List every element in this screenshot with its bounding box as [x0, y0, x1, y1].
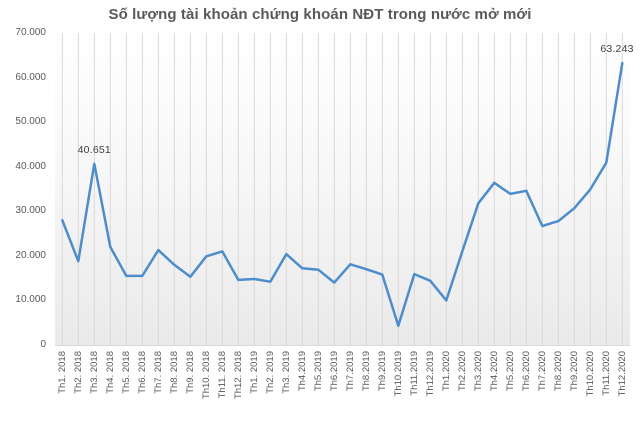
- x-axis-tick-label: Th1. 2019: [248, 351, 260, 394]
- y-axis-tick-label: 70.000: [15, 27, 46, 38]
- y-axis-tick-label: 10.000: [15, 294, 46, 306]
- y-axis-tick-label: 50.000: [15, 116, 46, 128]
- x-axis-tick-label: Th4.2019: [296, 351, 308, 392]
- x-axis-tick-label: Th7.2020: [536, 351, 548, 392]
- data-series-group: [61, 61, 624, 328]
- y-axis-tick-label: 40.000: [15, 160, 46, 172]
- x-axis-tick-label: Th8. 2018: [168, 351, 180, 394]
- y-axis-tick-label: 60.000: [15, 71, 46, 83]
- x-axis-tick-label: Th7.2019: [344, 351, 356, 392]
- x-axis-tick-label: Th1.2020: [440, 351, 452, 392]
- x-axis-tick-label: Th12.2020: [616, 351, 628, 397]
- x-axis-tick-label: Th12.2019: [424, 351, 436, 397]
- x-axis-tick-label: Th5.2020: [504, 351, 516, 392]
- x-axis-tick-label: Th11.2019: [408, 351, 420, 396]
- data-series-line: [61, 61, 624, 328]
- x-axis-tick-label: Th6.2020: [520, 351, 532, 392]
- x-axis-tick-label: Th2.2020: [456, 351, 468, 392]
- plot-area: [55, 33, 630, 346]
- x-axis-tick-label: Th5. 2018: [120, 351, 132, 394]
- x-axis-tick-label: Th1. 2018: [56, 351, 68, 394]
- x-axis-tick-label: Th11.2020: [600, 351, 612, 396]
- x-axis-tick-label: Th8.2019: [360, 351, 372, 392]
- x-axis-tick-label: Th8.2020: [552, 351, 564, 392]
- y-axis-tick-label: 30.000: [15, 205, 46, 217]
- chart-title: Số lượng tài khoản chứng khoán NĐT trong…: [108, 6, 532, 23]
- x-axis-tick-label: Th9.2019: [376, 351, 388, 392]
- x-axis-tick-label: Th10.2019: [392, 351, 404, 397]
- x-axis-tick-label: Th9. 2018: [184, 351, 196, 394]
- x-axis-tick-label: Th7. 2018: [152, 351, 164, 394]
- x-axis-tick-label: Th10.2020: [584, 351, 596, 397]
- data-label: 40.651: [77, 143, 111, 156]
- x-axis-tick-label: Th11. 2018: [216, 351, 228, 399]
- gridlines-group: [61, 33, 623, 345]
- x-axis-tick-label: Th5.2019: [312, 351, 324, 392]
- y-axis-tick-label: 20.000: [15, 249, 46, 261]
- x-axis-tick-label: Th6.2019: [328, 351, 340, 392]
- x-axis-tick-label: Th3. 2018: [88, 351, 100, 394]
- x-axis-tick-label: Th2. 2018: [72, 351, 84, 394]
- x-axis-tick-label: Th3. 2019: [280, 351, 292, 394]
- data-label: 63.243: [600, 43, 634, 56]
- x-axis-tick-label: Th6. 2018: [136, 351, 148, 394]
- y-axis-tick-label: 0: [40, 339, 46, 350]
- x-axis-tick-label: Th4.2020: [488, 351, 500, 392]
- x-axis-tick-label: Th3.2020: [472, 351, 484, 392]
- x-axis-tick-label: Th10. 2018: [200, 351, 212, 400]
- x-axis-tick-label: Th12. 2018: [232, 351, 244, 400]
- x-axis-tick-label: Th9.2020: [568, 351, 580, 392]
- x-axis-tick-label: Th2. 2019: [264, 351, 276, 394]
- x-axis-tick-label: Th4. 2018: [104, 351, 116, 394]
